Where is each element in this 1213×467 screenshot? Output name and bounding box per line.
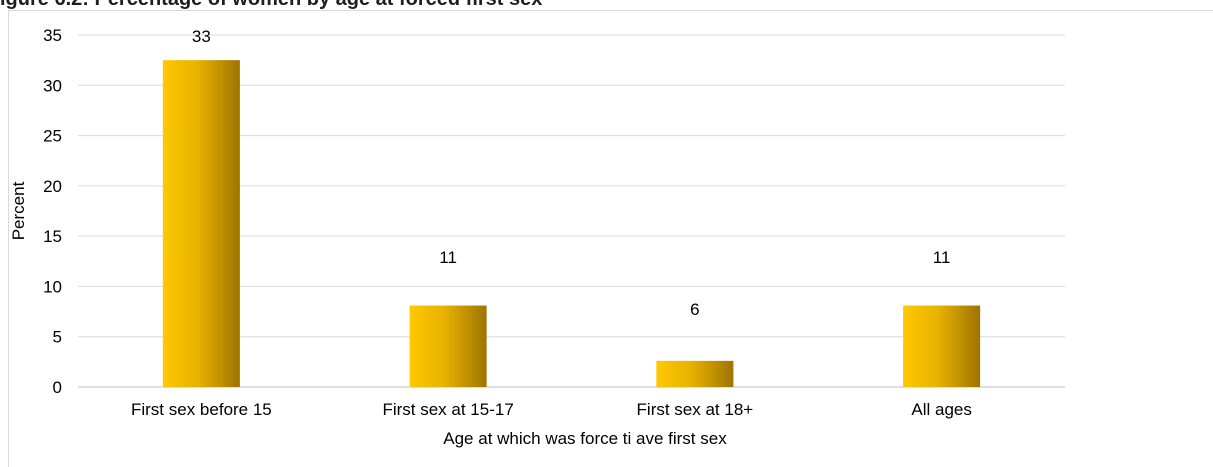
bars xyxy=(162,60,981,388)
data-label: 33 xyxy=(192,27,211,46)
bar xyxy=(409,305,487,387)
x-tick-label: All ages xyxy=(911,400,971,419)
x-tick-label: First sex at 15-17 xyxy=(382,400,513,419)
frame-border-left xyxy=(8,10,9,467)
y-tick-label: 15 xyxy=(43,227,62,246)
y-tick-label: 25 xyxy=(43,127,62,146)
bar xyxy=(903,305,981,387)
data-labels: 33 11 6 11 xyxy=(192,27,951,319)
chart-title: igure 6.2: Percentage of women by age at… xyxy=(0,0,542,11)
bar xyxy=(162,60,240,388)
data-label: 11 xyxy=(933,248,951,267)
y-tick-label: 10 xyxy=(43,277,62,296)
y-tick-label: 30 xyxy=(43,76,62,95)
y-tick-label: 0 xyxy=(53,378,62,397)
x-tick-labels: First sex before 15 First sex at 15-17 Fir… xyxy=(131,400,972,419)
frame-border-top xyxy=(8,10,1213,11)
x-axis-title: Age at which was force ti ave first sex xyxy=(443,429,727,448)
x-tick-label: First sex before 15 xyxy=(131,400,272,419)
y-tick-label: 35 xyxy=(43,26,62,45)
y-axis-title: Percent xyxy=(9,181,28,240)
x-tick-label: First sex at 18+ xyxy=(637,400,754,419)
bar xyxy=(656,360,734,387)
gridlines xyxy=(78,34,1065,388)
y-tick-label: 5 xyxy=(53,328,62,347)
data-label: 6 xyxy=(690,300,699,319)
y-tick-labels: 0 5 10 15 20 25 30 35 xyxy=(43,26,62,397)
data-label: 11 xyxy=(439,248,457,267)
y-tick-label: 20 xyxy=(43,177,62,196)
